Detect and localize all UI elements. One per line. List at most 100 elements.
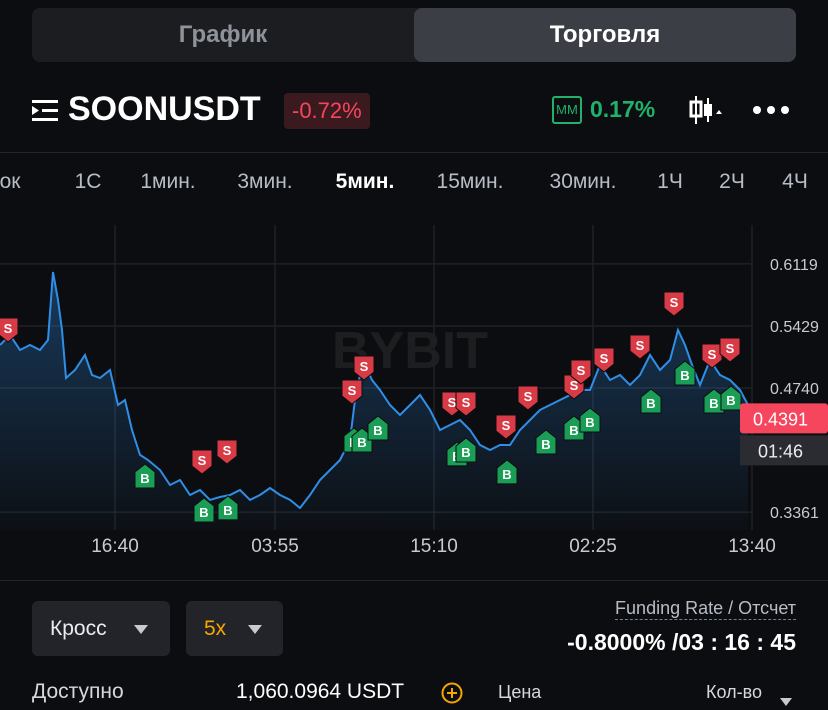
margin-mode-select[interactable]: Кросс [32, 601, 170, 656]
tab[interactable]: График [178, 21, 268, 48]
sell-marker: S [663, 291, 685, 317]
sell-marker: S [629, 334, 651, 360]
funding-value: -0.8000% /03 : 16 : 45 [567, 629, 796, 655]
y-tick-label: 0.4740 [770, 381, 819, 398]
marker-label: S [577, 363, 586, 378]
dropdown-arrow [780, 698, 792, 706]
buy-marker: B [579, 407, 601, 433]
marker-label: B [502, 467, 511, 482]
divider [0, 152, 828, 153]
marker-label: B [461, 445, 470, 460]
marker-label: B [541, 437, 550, 452]
marker-shape [579, 407, 601, 433]
marker-label: B [569, 423, 578, 438]
marker-label: S [570, 378, 579, 393]
sell-marker: S [719, 337, 741, 363]
x-tick-label: 02:25 [569, 536, 617, 557]
sell-marker: S [341, 379, 363, 405]
timeframe[interactable]: ок [0, 170, 21, 193]
marker-label: B [140, 471, 149, 486]
margin-mode: Кросс [50, 617, 107, 640]
marker-label: S [600, 351, 609, 366]
marker-label: B [357, 435, 366, 450]
add-funds-icon[interactable] [441, 682, 463, 704]
sell-marker: S [455, 391, 477, 417]
sell-marker: S [0, 317, 19, 343]
marker-shape [217, 495, 239, 521]
marker-shape [517, 385, 539, 411]
countdown-box [740, 435, 828, 466]
tab-active[interactable]: Торговля [414, 8, 796, 62]
marker-shape [455, 437, 477, 463]
sell-marker: S [191, 449, 213, 475]
marker-shape [719, 337, 741, 363]
x-tick-label: 03:55 [251, 536, 299, 557]
mm-value: 0.17% [590, 96, 656, 122]
buy-marker: B [455, 437, 477, 463]
buy-marker: B [496, 459, 518, 485]
marker-shape [0, 317, 19, 343]
marker-label: B [709, 396, 718, 411]
candle-icon[interactable] [688, 94, 724, 126]
qty-label[interactable]: Кол-во [706, 682, 762, 702]
change-badge: -0.72% [284, 93, 370, 129]
price-label: Цена [498, 682, 542, 702]
leverage-select[interactable]: 5x [186, 601, 283, 656]
timeframe[interactable]: 1Ч [657, 170, 683, 193]
timeframe[interactable]: 1С [74, 170, 102, 193]
marker-shape [720, 385, 742, 411]
marker-shape [341, 379, 363, 405]
marker-label: S [223, 443, 232, 458]
menu-icon[interactable] [32, 98, 60, 124]
sell-marker: S [570, 359, 592, 385]
last-price-label: 0.4391 [753, 409, 808, 429]
marker-shape [640, 388, 662, 414]
leverage: 5x [204, 617, 227, 640]
marker-shape [570, 359, 592, 385]
marker-shape [674, 360, 696, 386]
buy-marker: B [720, 385, 742, 411]
timeframe[interactable]: 3мин. [237, 170, 293, 193]
last-price-tag [740, 403, 828, 434]
timeframe[interactable]: 1мин. [140, 170, 196, 193]
marker-shape [193, 497, 215, 523]
symbol[interactable]: SOONUSDT [68, 90, 261, 128]
buy-marker: B [134, 463, 156, 489]
more-icon[interactable] [752, 102, 792, 118]
marker-label: B [199, 505, 208, 520]
marker-shape [629, 334, 651, 360]
marker-label: S [708, 347, 717, 362]
buy-marker: B [674, 360, 696, 386]
marker-shape [351, 427, 373, 453]
marker-label: S [502, 418, 511, 433]
buy-marker: B [535, 429, 557, 455]
dropdown-arrow [248, 625, 262, 634]
timeframe[interactable]: 4Ч [782, 170, 808, 193]
marker-label: B [373, 423, 382, 438]
timeframe[interactable]: 2Ч [719, 170, 745, 193]
timeframe-active[interactable]: 5мин. [335, 170, 395, 193]
sell-marker: S [216, 439, 238, 465]
marker-label: S [4, 321, 13, 336]
x-tick-label: 13:40 [728, 536, 776, 557]
marker-label: B [223, 503, 232, 518]
funding-label[interactable]: Funding Rate / Отсчет [615, 598, 796, 620]
marker-label: S [360, 359, 369, 374]
dropdown-arrow [134, 625, 148, 634]
sell-marker: S [353, 355, 375, 381]
timeframe[interactable]: 30мин. [549, 170, 617, 193]
marker-label: B [680, 368, 689, 383]
buy-marker: B [217, 495, 239, 521]
marker-label: S [198, 453, 207, 468]
marker-shape [353, 355, 375, 381]
marker-label: B [726, 393, 735, 408]
chart: BYBIT 16:40 03:55 15:10 02:25 13:400.33610.4… [0, 225, 828, 557]
marker-label: B [646, 396, 655, 411]
timeframe[interactable]: 15мин. [436, 170, 504, 193]
x-tick-label: 16:40 [91, 536, 139, 557]
sell-marker: S [495, 414, 517, 440]
available-value: 1,060.0964 USDT [236, 680, 405, 703]
mm-icon: MM [552, 96, 582, 124]
marker-label: B [585, 415, 594, 430]
